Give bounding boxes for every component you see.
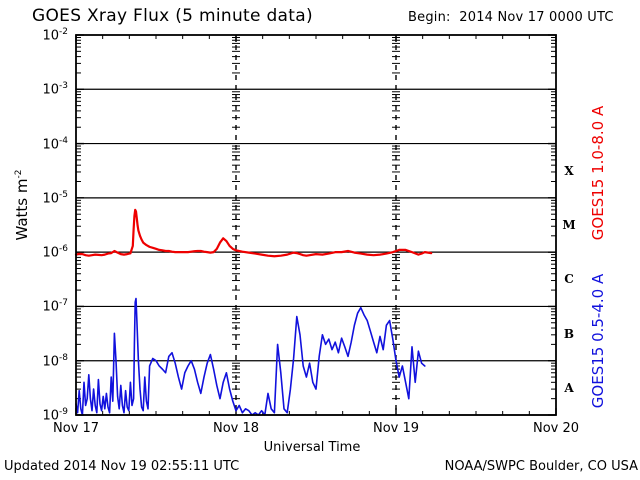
flare-class-label: B	[563, 326, 575, 341]
y-tick-exponent: -8	[59, 352, 68, 363]
y-axis-tick-label: 10-7	[8, 298, 68, 314]
y-tick-exponent: -6	[59, 244, 68, 255]
begin-time-label: Begin: 2014 Nov 17 0000 UTC	[408, 10, 614, 25]
plot-frame	[75, 34, 557, 416]
x-axis-tick-label: Nov 20	[532, 421, 580, 436]
y-tick-mantissa: 10	[42, 354, 60, 370]
series-line-short-channel	[75, 297, 426, 416]
y-tick-exponent: -5	[59, 189, 68, 200]
y-axis-tick-label: 10-2	[8, 27, 68, 43]
y-axis-tick-label: 10-5	[8, 190, 68, 206]
y-tick-mantissa: 10	[42, 191, 60, 207]
x-axis-tick-label: Nov 18	[212, 421, 260, 436]
flare-class-label: M	[562, 218, 576, 232]
source-credit: NOAA/SWPC Boulder, CO USA	[444, 459, 638, 474]
y-axis-tick-label: 10-9	[8, 407, 68, 423]
x-axis-tick-label: Nov 19	[372, 421, 420, 436]
y-axis-tick-label: 10-8	[8, 353, 68, 369]
y-tick-mantissa: 10	[42, 82, 60, 98]
y-tick-exponent: -4	[59, 135, 68, 146]
y-axis-tick-label: 10-4	[8, 136, 68, 152]
page-title: GOES Xray Flux (5 minute data)	[32, 6, 313, 26]
y-axis-tick-label: 10-6	[8, 244, 68, 260]
y-tick-mantissa: 10	[42, 299, 60, 315]
flare-class-label: C	[564, 272, 574, 287]
flare-class-label: X	[564, 163, 574, 178]
y-tick-mantissa: 10	[42, 136, 60, 152]
y-tick-exponent: -9	[59, 407, 68, 417]
y-tick-exponent: -7	[59, 298, 68, 309]
y-tick-mantissa: 10	[42, 28, 60, 44]
y-tick-exponent: -2	[59, 27, 68, 37]
updated-timestamp: Updated 2014 Nov 19 02:55:11 UTC	[4, 459, 240, 474]
y-tick-mantissa: 10	[42, 245, 60, 261]
x-axis-tick-label: Nov 17	[52, 421, 100, 436]
x-axis-label: Universal Time	[263, 440, 361, 455]
flare-class-label: A	[564, 380, 574, 395]
series-line-long-channel	[74, 208, 433, 258]
y-tick-exponent: -3	[59, 81, 68, 92]
y-axis-tick-label: 10-3	[8, 81, 68, 97]
plot-background	[76, 35, 556, 415]
y-tick-mantissa: 10	[42, 408, 60, 424]
